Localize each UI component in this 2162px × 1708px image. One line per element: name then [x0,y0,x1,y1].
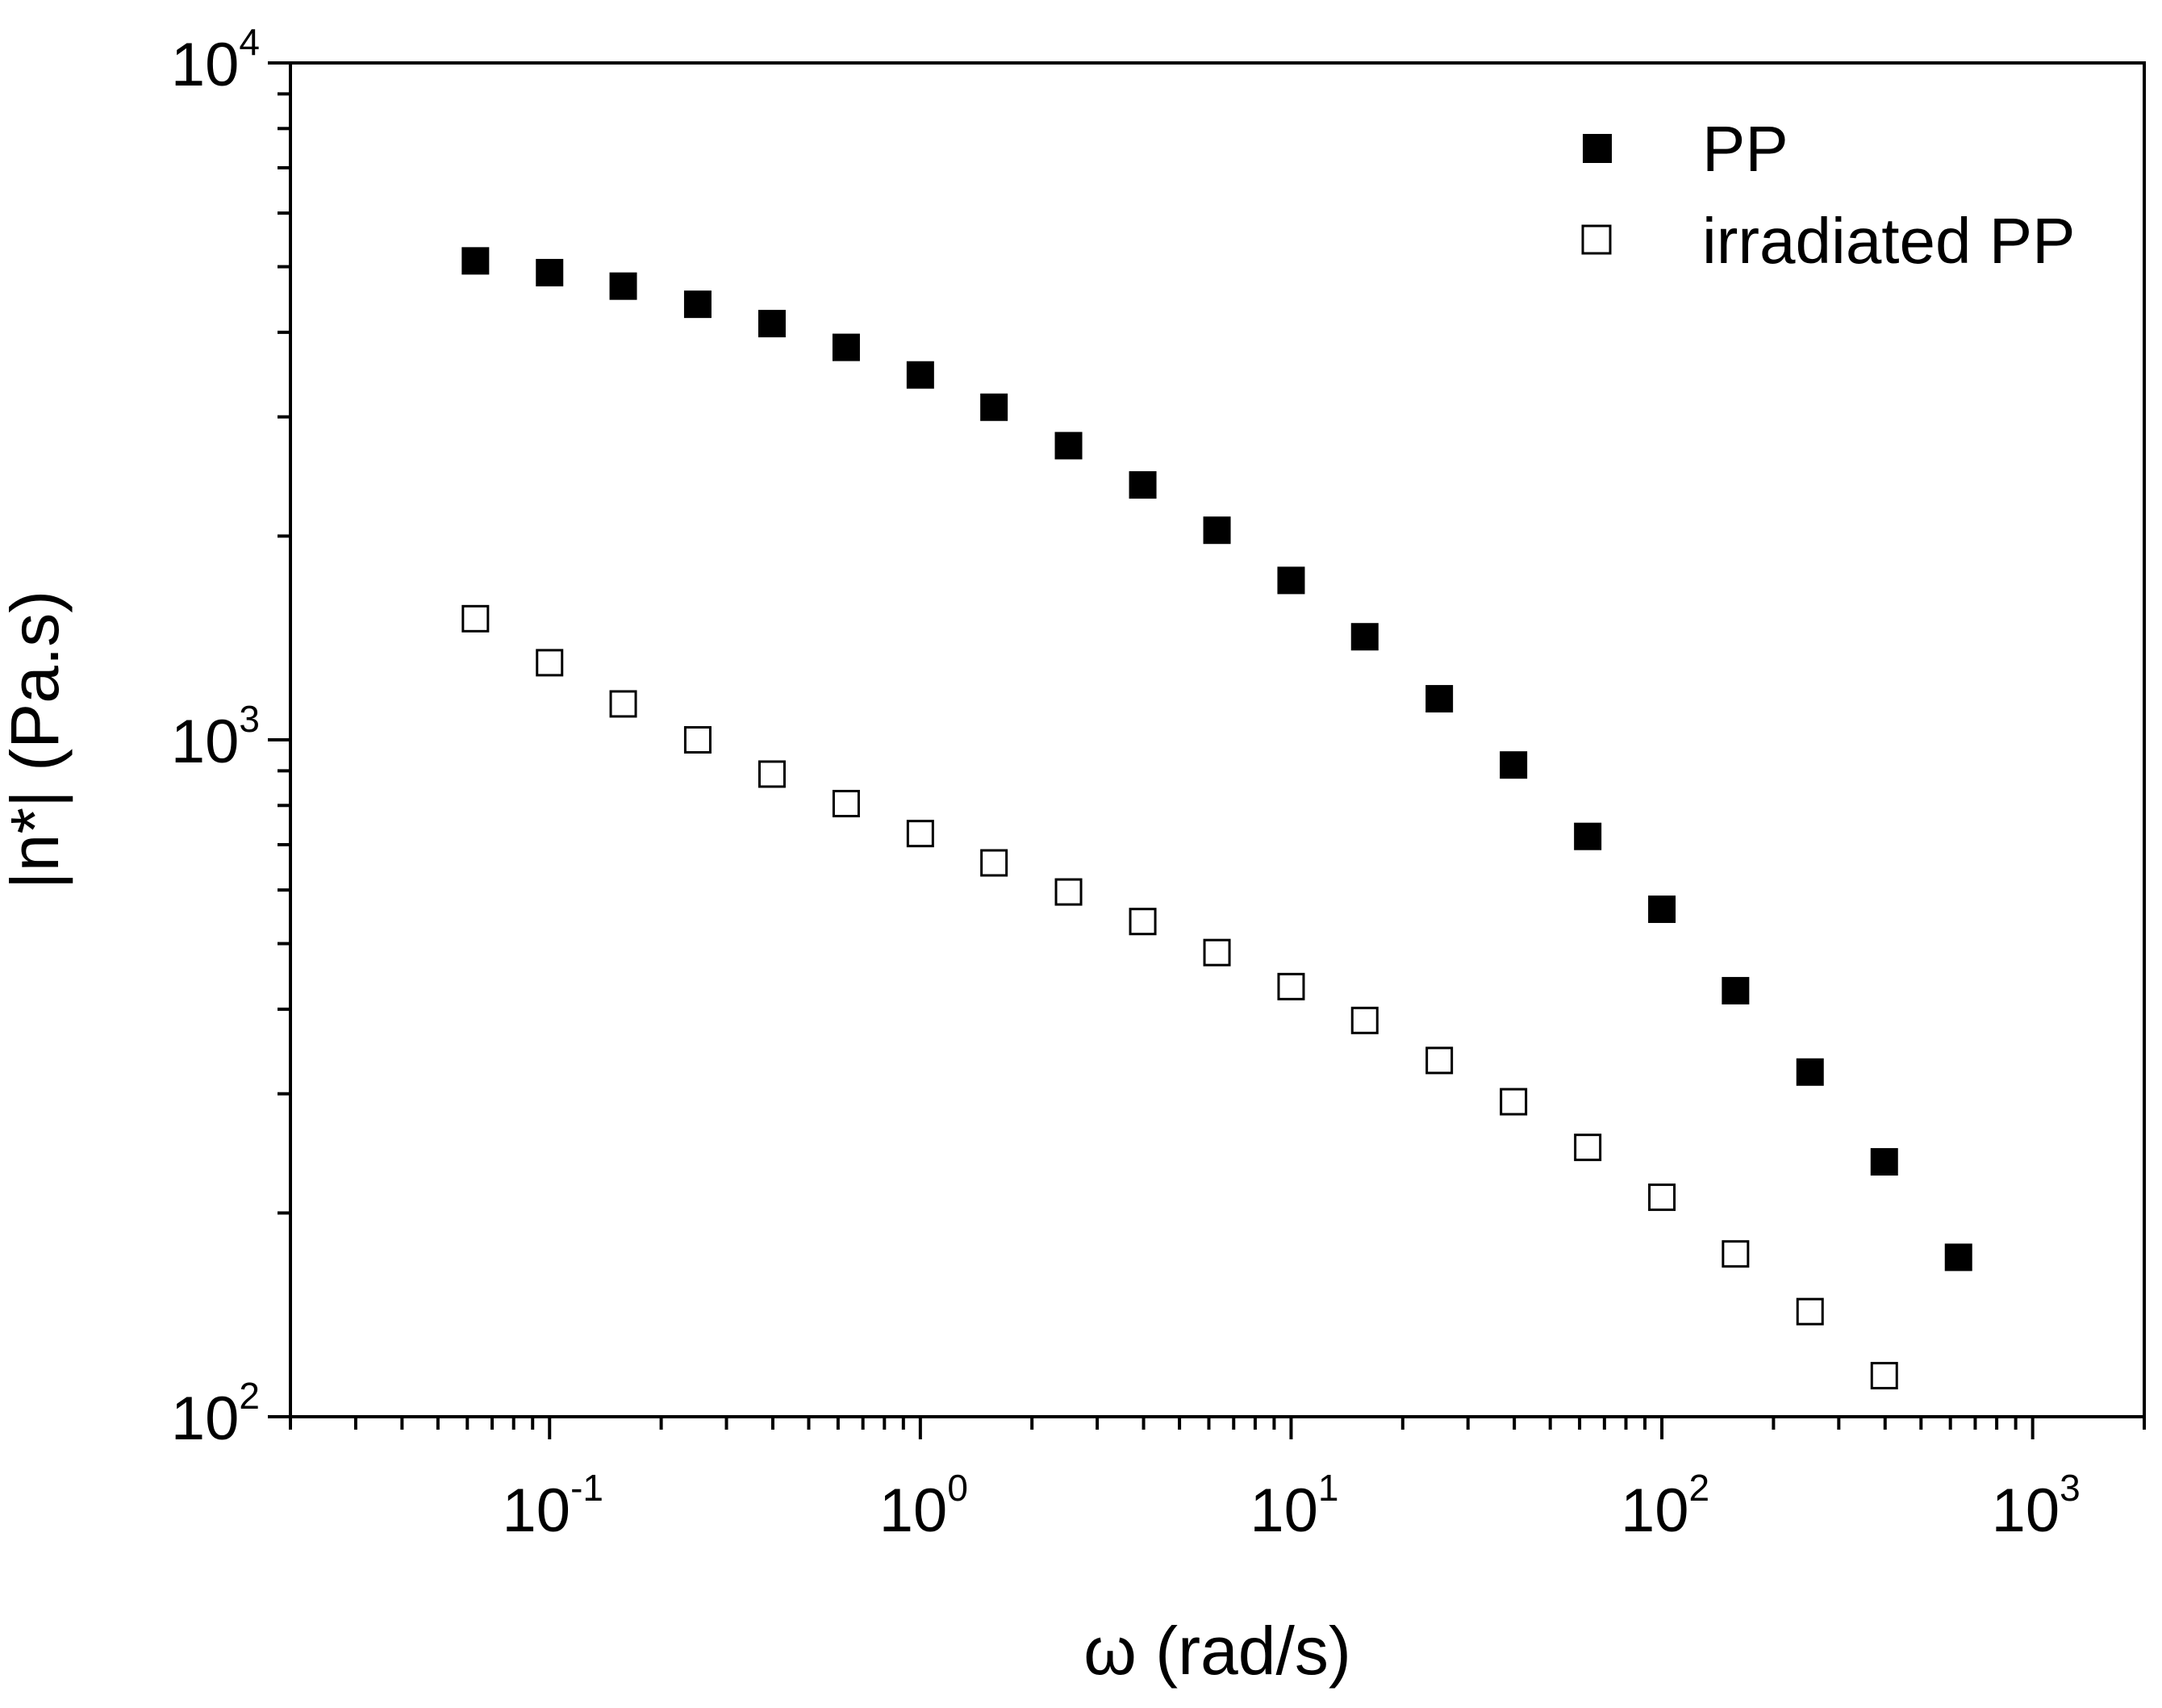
marker-pp [1425,685,1454,713]
marker-irradiated-pp [1796,1297,1824,1326]
marker-irradiated-pp [1870,1362,1898,1390]
marker-pp [906,361,934,389]
marker-pp [1648,895,1676,923]
marker-pp [758,310,786,338]
legend-label-irradiated-pp: irradiated PP [1702,205,2075,277]
marker-irradiated-pp [1500,1088,1528,1116]
marker-pp [1944,1243,1972,1272]
data-markers [461,247,1972,1390]
legend-label-pp: PP [1702,113,1788,185]
marker-pp [1054,432,1083,460]
marker-irradiated-pp [1054,878,1083,906]
axis-ticks [268,61,2146,1439]
y-tick-label: 102 [171,1375,260,1453]
marker-pp [683,290,712,319]
x-axis-title: ω (rad/s) [1083,1613,1351,1689]
marker-pp [461,247,490,275]
marker-irradiated-pp [832,790,860,818]
marker-pp [1574,822,1602,850]
legend: PP irradiated PP [1581,113,2075,277]
marker-pp [536,258,564,286]
marker-pp [1129,471,1157,499]
marker-pp [1203,516,1231,545]
marker-pp [1500,751,1528,779]
marker-pp [832,333,860,361]
axis-tick-labels: 10-1 100 101 102 103 102 103 104 [171,21,2081,1545]
x-tick-label: 100 [879,1467,968,1545]
marker-irradiated-pp [1129,908,1157,936]
marker-pp [1796,1058,1824,1086]
x-tick-label: 102 [1621,1467,1709,1545]
marker-irradiated-pp [906,820,934,848]
marker-pp [1722,976,1750,1004]
legend-marker-irradiated-pp [1581,224,1612,255]
y-tick-label: 103 [171,698,260,776]
y-axis-title: |n*| (Pa.s) [0,591,73,889]
marker-pp [1870,1148,1898,1176]
marker-pp [980,393,1008,421]
marker-irradiated-pp [461,604,490,633]
marker-irradiated-pp [1277,972,1305,1000]
marker-irradiated-pp [1350,1006,1379,1034]
marker-irradiated-pp [1648,1183,1676,1211]
y-tick-label: 104 [171,21,260,99]
marker-irradiated-pp [1425,1046,1454,1075]
marker-irradiated-pp [609,690,637,718]
marker-pp [1350,623,1379,651]
legend-marker-pp [1583,134,1612,163]
x-tick-label: 103 [1992,1467,2081,1545]
marker-pp [1277,566,1305,595]
x-tick-label: 101 [1250,1467,1338,1545]
marker-irradiated-pp [758,760,786,788]
marker-irradiated-pp [1722,1240,1750,1268]
marker-irradiated-pp [980,849,1008,877]
marker-irradiated-pp [683,726,712,754]
marker-pp [609,272,637,300]
x-tick-label: 10-1 [503,1467,603,1545]
marker-irradiated-pp [1203,938,1231,967]
marker-irradiated-pp [536,649,564,677]
marker-irradiated-pp [1574,1134,1602,1162]
